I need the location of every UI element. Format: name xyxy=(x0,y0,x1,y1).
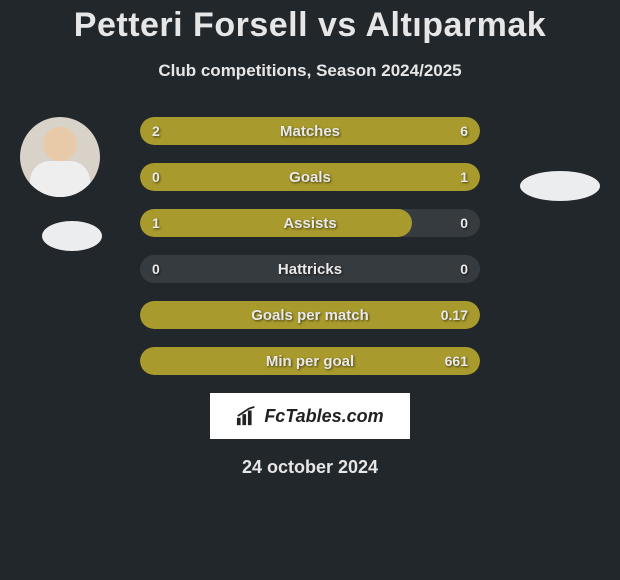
stat-label: Assists xyxy=(140,209,480,237)
stat-row: 0Hattricks0 xyxy=(140,255,480,283)
stat-label: Matches xyxy=(140,117,480,145)
comparison-content: 2Matches60Goals11Assists00Hattricks0Goal… xyxy=(0,117,620,375)
stat-row: 1Assists0 xyxy=(140,209,480,237)
stat-value-right: 0 xyxy=(460,209,468,237)
stat-row: Goals per match0.17 xyxy=(140,301,480,329)
stat-label: Goals xyxy=(140,163,480,191)
stat-row: 0Goals1 xyxy=(140,163,480,191)
stat-value-right: 0.17 xyxy=(441,301,468,329)
avatar-body xyxy=(30,161,90,197)
logo-text: FcTables.com xyxy=(264,406,383,427)
stat-label: Min per goal xyxy=(140,347,480,375)
player2-flag xyxy=(520,171,600,201)
date-text: 24 october 2024 xyxy=(0,457,620,478)
stat-value-right: 6 xyxy=(460,117,468,145)
player1-flag xyxy=(42,221,102,251)
stat-label: Hattricks xyxy=(140,255,480,283)
subtitle: Club competitions, Season 2024/2025 xyxy=(0,61,620,81)
stat-bars: 2Matches60Goals11Assists00Hattricks0Goal… xyxy=(140,117,480,375)
stat-label: Goals per match xyxy=(140,301,480,329)
page-title: Petteri Forsell vs Altıparmak xyxy=(0,0,620,45)
stat-value-right: 0 xyxy=(460,255,468,283)
logo-icon xyxy=(236,405,258,427)
avatar-head xyxy=(43,127,77,161)
stat-row: 2Matches6 xyxy=(140,117,480,145)
player1-avatar xyxy=(20,117,100,197)
stat-row: Min per goal661 xyxy=(140,347,480,375)
logo-box: FcTables.com xyxy=(210,393,410,439)
stat-value-right: 661 xyxy=(445,347,468,375)
stat-value-right: 1 xyxy=(460,163,468,191)
